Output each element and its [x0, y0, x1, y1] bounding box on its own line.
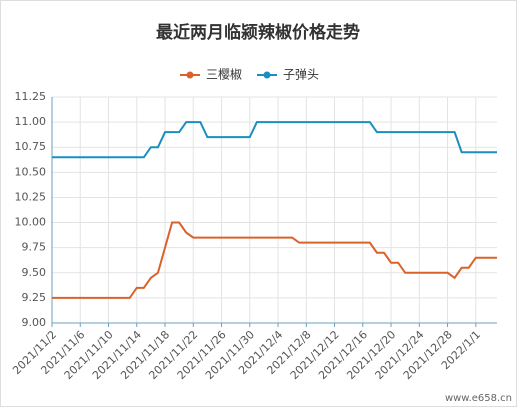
y-tick-label: 11.25: [15, 90, 47, 103]
watermark: www.e658.cn: [445, 393, 512, 404]
y-tick-label: 9.25: [22, 291, 47, 304]
legend-marker: [263, 71, 271, 79]
chart-title: 最近两月临颍辣椒价格走势: [156, 22, 360, 43]
series-line: [52, 121, 497, 159]
y-tick-label: 9.50: [22, 266, 47, 279]
y-tick-label: 10.25: [15, 190, 47, 203]
series-line: [52, 221, 497, 299]
legend-label: 子弹头: [283, 68, 319, 82]
y-tick-label: 9.00: [22, 316, 47, 329]
y-tick-label: 10.50: [15, 165, 47, 178]
y-tick-label: 9.75: [22, 241, 47, 254]
legend-label: 三樱椒: [206, 67, 242, 82]
legend-marker: [186, 71, 194, 79]
y-tick-label: 10.00: [15, 216, 47, 229]
y-tick-label: 10.75: [15, 140, 47, 153]
y-tick-label: 11.00: [15, 115, 47, 128]
